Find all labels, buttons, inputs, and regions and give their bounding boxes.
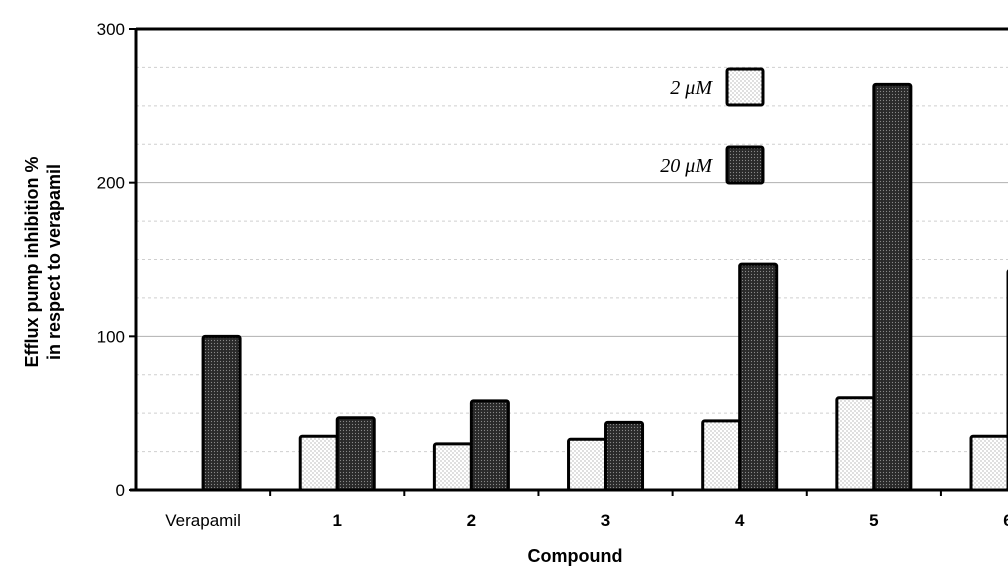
bar-2uM-4 [701,419,742,492]
bar-2uM-5 [835,396,876,492]
bar-20uM-4 [738,262,779,492]
y-axis-title-line2: in respect to verapamil [44,164,64,360]
y-tick-label: 300 [97,20,125,39]
legend-label-2uM: 2 μM [670,77,713,99]
bar-2uM-2 [432,442,473,492]
bar-20uM-2 [469,399,510,492]
bar-20uM-1 [335,416,376,492]
x-axis-title: Compound [528,546,623,566]
x-tick-label: 3 [601,511,610,530]
y-tick-label: 100 [97,327,125,346]
tick-labels: Verapamil 1 2 3 4 5 6 0 100 200 300 [97,20,1008,530]
bars [201,82,1008,492]
x-tick-label: Verapamil [165,511,241,530]
y-tick-label: 0 [116,481,125,500]
legend-swatch-2uM [725,67,765,107]
y-axis-title-line1: Efflux pump inhibition % [22,157,42,368]
x-tick-label: 2 [467,511,476,530]
legend-swatch-20uM [725,145,765,185]
legend: 2 μM 20 μM [660,67,765,185]
bar-20uM-verapamil [201,334,242,492]
axes [129,27,1008,496]
bar-20uM-5 [872,82,913,492]
bar-2uM-3 [567,437,608,492]
y-tick-label: 200 [97,174,125,193]
x-tick-label: 6 [1003,511,1008,530]
bar-2uM-6 [969,434,1008,492]
x-tick-label: 4 [735,511,745,530]
x-tick-label: 1 [332,511,341,530]
x-tick-label: 5 [869,511,878,530]
bar-20uM-3 [604,420,645,492]
legend-label-20uM: 20 μM [660,155,713,177]
bar-2uM-1 [298,434,339,492]
